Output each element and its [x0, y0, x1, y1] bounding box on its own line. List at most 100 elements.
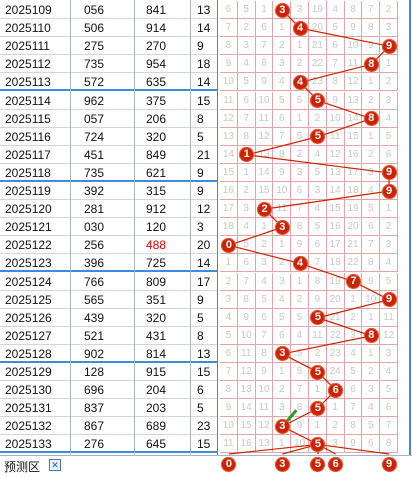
grid-cell: 12 — [255, 127, 274, 146]
grid-cell: 22 — [326, 326, 345, 345]
grid-cell: 20 — [344, 218, 363, 237]
period-number: 2025112 — [5, 57, 51, 72]
grid-cell: 16 — [220, 182, 238, 200]
grid-cell: 4 — [237, 55, 256, 74]
grid-cell: 9 — [220, 55, 238, 74]
number-ball: 9 — [381, 38, 397, 54]
grid-cell: 7 — [255, 326, 274, 345]
grid-cell: 2 — [291, 55, 309, 74]
number-ball: 3 — [274, 346, 290, 362]
grid-cell: 1 — [309, 417, 327, 436]
sum-value: 15 — [197, 93, 211, 108]
draw-number-b: 621 — [146, 165, 167, 180]
sum-value: 9 — [197, 184, 204, 198]
grid-cell: 9 — [291, 236, 309, 255]
grid-cell: 2 — [220, 272, 238, 291]
table-row: 2025126 439 320 5 — [0, 309, 220, 327]
period-number: 2025113 — [5, 75, 51, 90]
grid-cell: 8 — [220, 37, 238, 56]
grid-cell: 15 — [237, 417, 256, 436]
number-ball: 5 — [310, 93, 326, 109]
draw-number-a: 565 — [84, 292, 105, 307]
grid-cell: 5 — [291, 127, 309, 146]
grid-cell: 6 — [255, 19, 274, 38]
sum-value: 8 — [197, 111, 204, 126]
period-number: 2025125 — [5, 292, 52, 307]
grid-cell: 2 — [273, 381, 292, 400]
grid-cell: 1 — [273, 236, 292, 255]
grid-cell: 20 — [309, 19, 327, 38]
number-ball: 4 — [292, 74, 308, 90]
grid-cell: 3 — [362, 163, 381, 182]
grid-cell: 2 — [291, 145, 309, 164]
grid-cell: 3 — [380, 19, 398, 38]
grid-cell: 13 — [255, 145, 274, 164]
draw-number-b: 645 — [146, 437, 167, 452]
grid-cell: 18 — [220, 218, 238, 237]
grid-cell: 14 — [255, 163, 274, 182]
draw-number-b: 431 — [146, 328, 167, 343]
grid-cell: 5 — [237, 236, 256, 255]
sum-value: 23 — [197, 419, 211, 434]
grid-cell: 1 — [326, 399, 345, 418]
trend-segment — [264, 190, 390, 210]
sum-value: 21 — [197, 147, 211, 162]
grid-cell: 3 — [237, 37, 256, 56]
draw-number-a: 521 — [84, 328, 105, 343]
grid-cell: 19 — [309, 1, 327, 19]
grid-cell: 4 — [380, 254, 398, 273]
grid-cell: 8 — [220, 381, 238, 400]
grid-cell: 12 — [237, 363, 256, 381]
grid-cell: 9 — [273, 163, 292, 182]
grid-cell: 6 — [220, 1, 238, 19]
period-number: 2025109 — [5, 3, 52, 17]
grid-cell: 16 — [344, 145, 363, 164]
grid-cell: 3 — [326, 435, 345, 454]
grid-cell: 5 — [291, 363, 309, 381]
grid-cell: 22 — [344, 254, 363, 273]
forecast-ball[interactable]: 3 — [274, 457, 290, 472]
draw-number-b: 206 — [146, 111, 167, 126]
period-number: 2025121 — [5, 220, 52, 235]
period-number: 2025129 — [5, 365, 52, 379]
forecast-ball[interactable]: 6 — [328, 457, 344, 472]
grid-cell: 2 — [237, 182, 256, 200]
grid-cell: 11 — [220, 91, 238, 110]
grid-cell: 2 — [380, 1, 398, 19]
draw-number-b: 320 — [146, 310, 167, 325]
grid-cell: 1 — [380, 55, 398, 74]
table-row: 2025127 521 431 8 — [0, 327, 220, 345]
forecast-close-button[interactable]: ✕ — [49, 459, 61, 471]
number-ball: 8 — [363, 111, 379, 127]
sum-value: 9 — [197, 292, 204, 307]
draw-number-a: 506 — [84, 21, 105, 36]
trend-segment — [282, 335, 372, 355]
grid-cell: 6 — [362, 435, 381, 454]
grid-cell: 13 — [326, 163, 345, 182]
trend-segment — [317, 118, 372, 138]
forecast-ball[interactable]: 5 — [310, 457, 326, 472]
grid-cell: 9 — [237, 308, 256, 327]
grid-cell: 3 — [291, 1, 309, 19]
number-ball: 5 — [310, 364, 326, 380]
forecast-ball[interactable]: 9 — [381, 457, 397, 472]
grid-cell: 4 — [237, 218, 256, 237]
grid-cell: 11 — [344, 55, 363, 74]
period-number: 2025124 — [5, 274, 52, 289]
grid-cell: 10 — [344, 37, 363, 56]
period-number: 2025132 — [5, 419, 52, 434]
grid-cell: 8 — [344, 1, 363, 19]
sum-value: 18 — [197, 57, 211, 72]
number-ball: 5 — [310, 400, 326, 416]
number-ball: 9 — [381, 183, 397, 199]
grid-cell: 9 — [344, 19, 363, 38]
trend-segment — [228, 244, 301, 265]
grid-cell: 1 — [220, 254, 238, 273]
grid-cell: 6 — [380, 399, 398, 418]
number-ball: 3 — [274, 2, 290, 18]
grid-cell: 8 — [291, 218, 309, 237]
trend-segment — [299, 63, 372, 84]
forecast-ball[interactable]: 0 — [221, 457, 237, 472]
grid-cell: 7 — [220, 19, 238, 38]
table-row: 2025128 902 814 13 — [0, 345, 220, 363]
